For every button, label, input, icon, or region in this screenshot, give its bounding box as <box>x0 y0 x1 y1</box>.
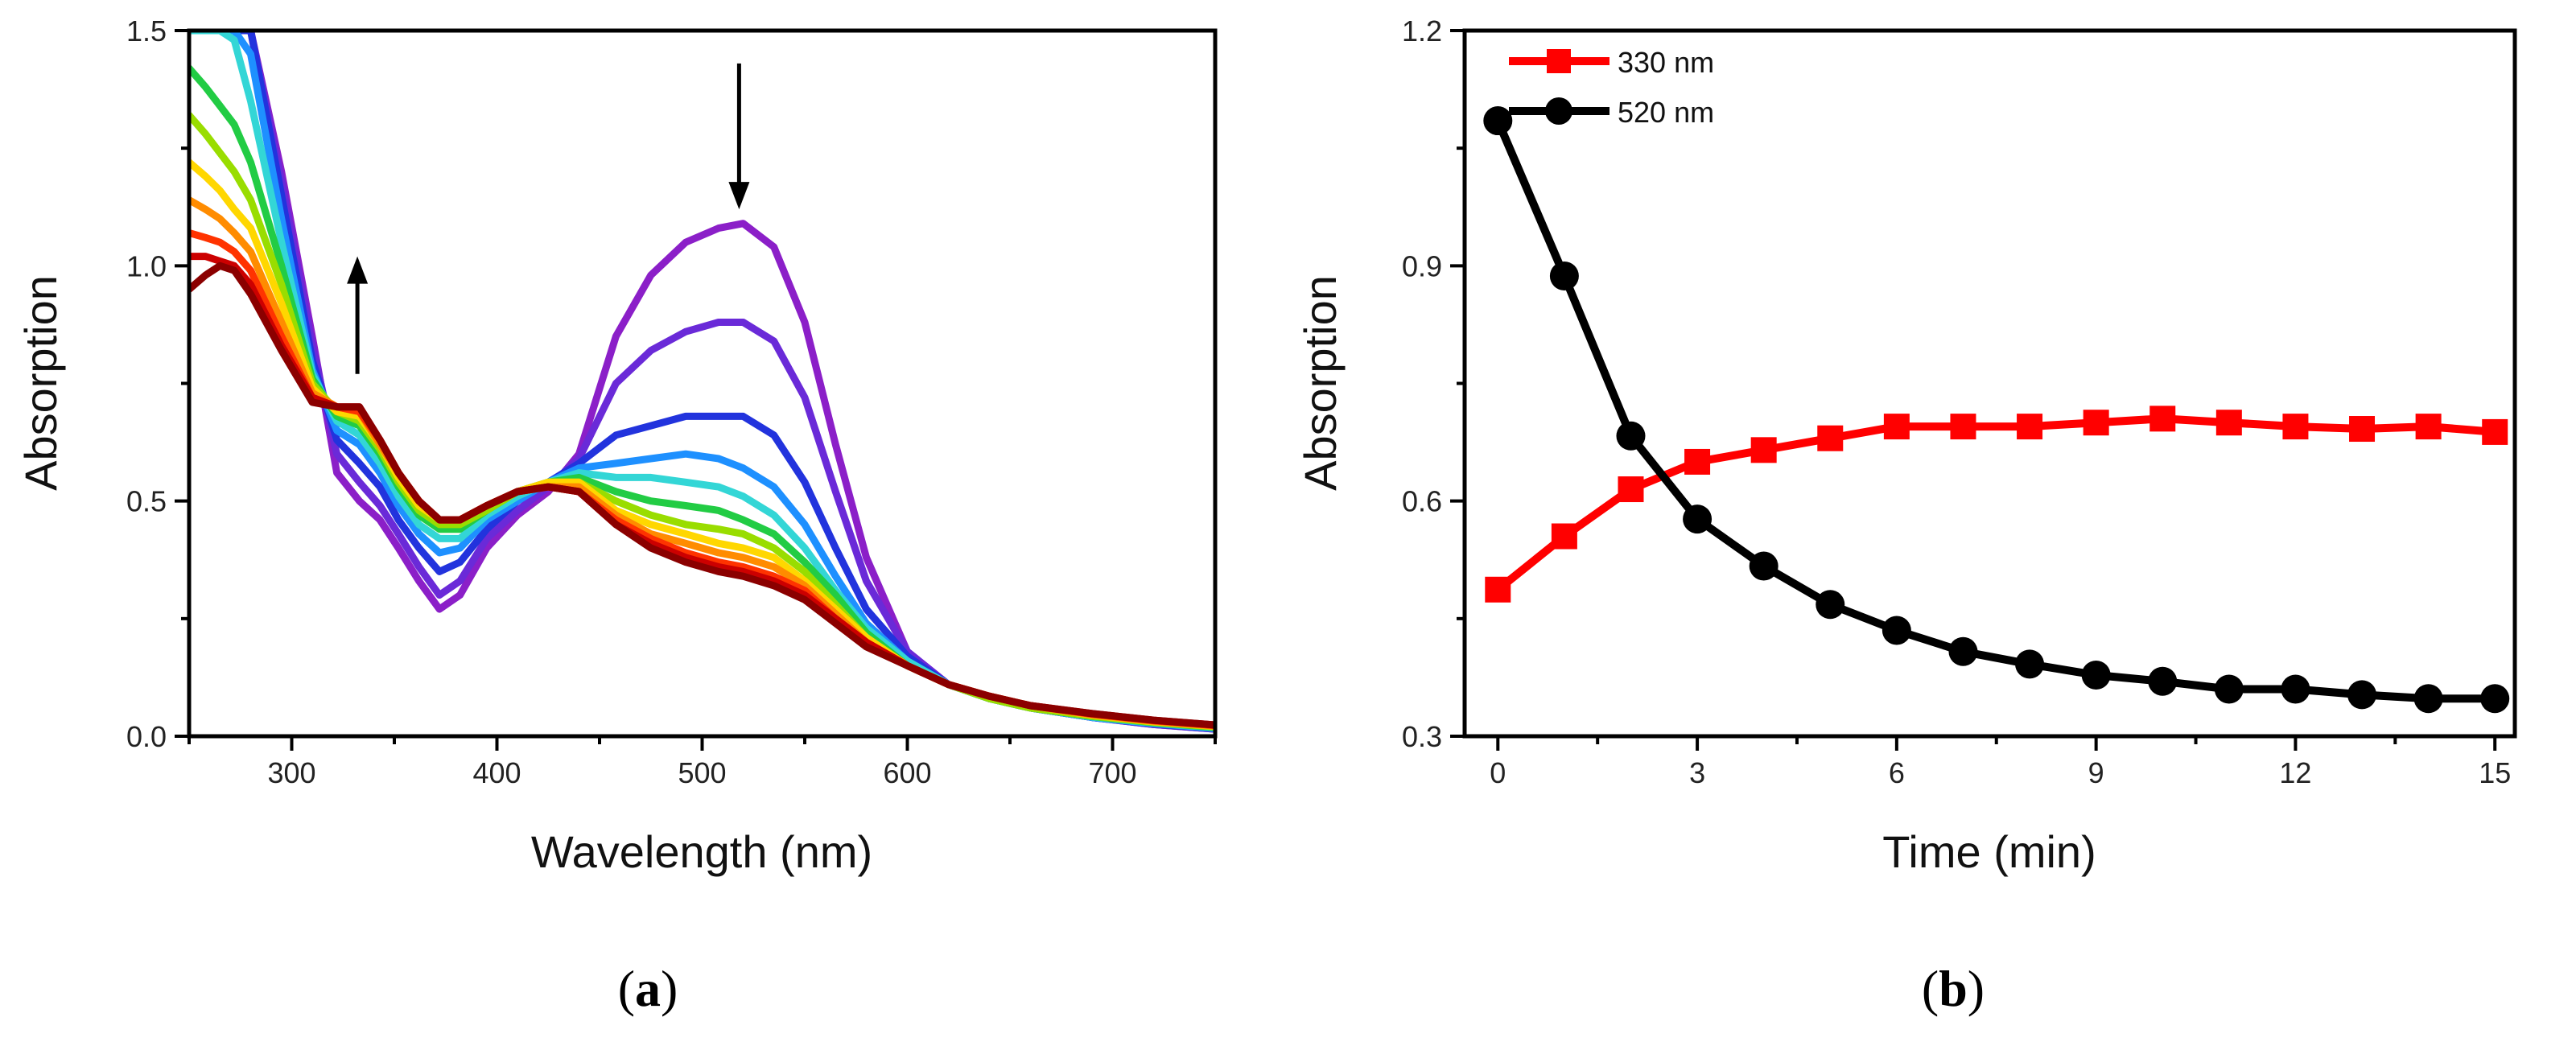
panel-b-caption-close: ) <box>1968 960 1985 1017</box>
data-point-520nm <box>1549 262 1579 291</box>
panel-a-x-axis-label: Wavelength (nm) <box>531 826 872 877</box>
data-point-330nm <box>1684 448 1711 475</box>
data-point-520nm <box>2281 674 2310 704</box>
arrow-up-head <box>347 256 369 284</box>
panel-a-y-tick-labels: 0.0 0.5 1.0 1.5 <box>126 14 167 753</box>
panel-a-y-axis-label: Absorption <box>15 275 66 491</box>
panel-a-caption-open: ( <box>618 960 635 1017</box>
panel-b-x-tick-label: 12 <box>2279 756 2311 789</box>
panel-b-y-tick-label: 0.6 <box>1402 485 1442 518</box>
panel-a-x-tick-label: 400 <box>472 756 521 789</box>
data-point-520nm <box>1616 421 1646 451</box>
panel-a-y-tick-label: 0.0 <box>126 720 167 753</box>
data-point-520nm <box>2214 674 2244 704</box>
legend-marker-520nm <box>1545 97 1572 125</box>
panel-b-caption-open: ( <box>1922 960 1939 1017</box>
panel-b-y-tick-label: 1.2 <box>1402 14 1442 47</box>
spectrum-line-1-min <box>189 31 1215 733</box>
panel-a-x-tick-label: 300 <box>267 756 315 789</box>
panel-b-y-axis-label: Absorption <box>1295 275 1346 491</box>
panel-a-ticks <box>175 29 1217 751</box>
data-point-520nm <box>2015 649 2045 679</box>
panel-b-y-tick-label: 0.3 <box>1402 720 1442 753</box>
data-point-520nm <box>1948 636 1978 666</box>
panel-a-series-group <box>189 31 1215 733</box>
data-point-330nm <box>2017 414 2043 440</box>
panel-b-x-tick-labels: 0 3 6 9 12 15 <box>1490 756 2511 789</box>
spectrum-line-15-min <box>189 262 1215 729</box>
data-point-520nm <box>2347 680 2377 710</box>
data-point-330nm <box>1950 414 1976 440</box>
data-point-330nm <box>1618 476 1644 503</box>
panel-b-series-group <box>1483 106 2510 714</box>
panel-b-legend: 330 nm 520 nm <box>1509 46 1714 129</box>
spectrum-line-3-min <box>189 31 1215 732</box>
legend-label-520nm: 520 nm <box>1618 96 1714 129</box>
panel-a-y-tick-label: 1.0 <box>126 249 167 282</box>
data-point-520nm <box>1683 504 1713 534</box>
panel-a-caption-letter: a <box>635 960 661 1017</box>
data-point-520nm <box>1483 106 1513 136</box>
panel-a: 300 400 500 600 700 0.0 0.5 1.0 1.5 Wave… <box>15 14 1218 1017</box>
panel-b-y-tick-label: 0.9 <box>1402 249 1442 282</box>
data-point-520nm <box>2148 666 2178 696</box>
panel-b-x-tick-label: 9 <box>2088 756 2104 789</box>
panel-a-x-tick-label: 500 <box>678 756 726 789</box>
data-point-520nm <box>2480 684 2510 714</box>
panel-b-caption: (b) <box>1922 960 1985 1017</box>
panel-a-y-tick-label: 1.5 <box>126 14 167 47</box>
arrow-down-head <box>728 182 750 210</box>
panel-b-x-tick-label: 3 <box>1689 756 1705 789</box>
data-point-330nm <box>2149 406 2176 432</box>
panel-b: 0 3 6 9 12 15 0.3 0.6 0.9 1.2 330 nm 520… <box>1295 14 2517 1017</box>
data-point-520nm <box>1816 590 1845 620</box>
data-point-330nm <box>1817 425 1844 451</box>
legend-label-330nm: 330 nm <box>1618 46 1714 79</box>
data-point-330nm <box>1485 576 1511 603</box>
panel-b-y-tick-labels: 0.3 0.6 0.9 1.2 <box>1402 14 1442 753</box>
data-point-330nm <box>2349 416 2376 443</box>
series-line-330nm <box>1495 414 2496 593</box>
panel-a-x-tick-labels: 300 400 500 600 700 <box>267 756 1136 789</box>
panel-a-caption: (a) <box>618 960 678 1017</box>
spectrum-line-4-min <box>189 31 1215 731</box>
legend-marker-330nm <box>1547 49 1571 73</box>
data-point-520nm <box>2081 660 2111 690</box>
panel-b-caption-letter: b <box>1939 960 1968 1017</box>
data-point-520nm <box>1882 616 1911 645</box>
data-point-330nm <box>2083 410 2109 436</box>
series-line-520nm <box>1494 119 2496 703</box>
spectrum-line-0-min <box>189 31 1215 733</box>
data-point-330nm <box>2415 414 2442 440</box>
data-point-520nm <box>1749 551 1778 581</box>
data-point-330nm <box>2282 414 2309 440</box>
panel-b-plot-frame <box>1462 28 2517 739</box>
panel-a-caption-close: ) <box>661 960 678 1017</box>
panel-a-plot-frame <box>187 28 1218 739</box>
panel-b-x-tick-label: 15 <box>2479 756 2511 789</box>
panel-a-y-tick-label: 0.5 <box>126 485 167 518</box>
panel-b-x-axis-label: Time (min) <box>1882 826 2096 877</box>
panel-b-x-tick-label: 0 <box>1490 756 1506 789</box>
data-point-330nm <box>2215 410 2242 436</box>
spectrum-line-2-min <box>189 31 1215 733</box>
data-point-330nm <box>1551 523 1577 550</box>
data-point-520nm <box>2413 684 2443 714</box>
panel-b-ticks <box>1450 29 2497 751</box>
panel-a-annotation-arrows <box>347 63 750 374</box>
panel-a-x-tick-label: 700 <box>1088 756 1136 789</box>
data-point-330nm <box>2482 418 2508 445</box>
data-point-330nm <box>1883 414 1910 440</box>
data-point-330nm <box>1750 437 1777 463</box>
spectrum-line-5-min <box>189 64 1215 731</box>
panel-a-x-tick-label: 600 <box>883 756 931 789</box>
panel-b-x-tick-label: 6 <box>1889 756 1905 789</box>
